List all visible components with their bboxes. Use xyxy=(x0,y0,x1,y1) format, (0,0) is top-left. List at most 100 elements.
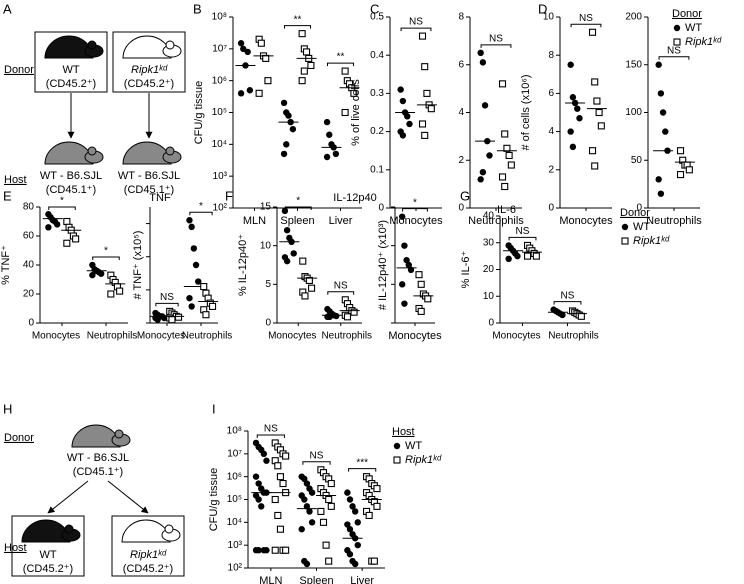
point xyxy=(479,59,487,66)
point xyxy=(577,312,585,320)
point xyxy=(481,102,489,109)
point xyxy=(418,120,427,128)
chart-title: IL-12p40 xyxy=(333,192,376,204)
y-tick-label: 15 xyxy=(260,202,272,213)
significance-label: NS xyxy=(334,280,348,291)
host-name: WT - B6.SJL xyxy=(40,170,102,182)
point xyxy=(323,153,331,161)
y-tick-label: 10⁵ xyxy=(212,107,227,118)
significance-label: * xyxy=(296,196,300,207)
dot-plot: D # of cells (x10⁶) 0 2 4 6 8 10 Monocytes NS xyxy=(520,1,613,226)
x-tick-label: Neutrophils xyxy=(87,331,138,342)
y-tick-label: 150 xyxy=(625,59,642,70)
significance-bracket xyxy=(302,461,331,465)
point xyxy=(569,94,577,101)
chart-title: TNF xyxy=(149,192,171,204)
y-tick-label: 10 xyxy=(483,291,495,302)
point xyxy=(523,252,532,260)
point xyxy=(308,519,316,526)
point xyxy=(282,546,290,554)
point xyxy=(417,307,425,315)
y-tick-label: 10 xyxy=(260,240,272,251)
x-tick-label: Monocytes xyxy=(389,215,443,227)
donor-label: Donor xyxy=(4,64,34,76)
significance-label: * xyxy=(60,196,64,207)
point xyxy=(246,87,254,94)
x-tick-label: Neutrophils xyxy=(182,331,233,342)
point xyxy=(477,49,484,57)
significance-bracket xyxy=(400,27,432,32)
point xyxy=(208,302,217,310)
point xyxy=(97,270,105,277)
point xyxy=(501,182,509,191)
dot-plot: 0 2 4 6 8 Neutrophils NS xyxy=(458,12,524,227)
panel-letter: B xyxy=(193,1,202,16)
x-tick-label: Neutrophils xyxy=(321,331,372,342)
significance-label: NS xyxy=(667,45,681,56)
point xyxy=(346,551,354,558)
y-axis-label: # TNF⁺ (x10⁵) xyxy=(132,231,144,300)
panel-letter: I xyxy=(212,401,216,416)
panel-letter: C xyxy=(370,1,379,16)
point xyxy=(399,132,407,139)
donor-box xyxy=(112,31,186,93)
point xyxy=(343,313,352,321)
point xyxy=(298,30,306,38)
point xyxy=(323,118,331,126)
legend-label: Ripk1ᵏᵈ xyxy=(685,36,722,48)
legend-label: WT xyxy=(633,221,650,233)
y-tick-label: 0.5 xyxy=(370,12,384,23)
point xyxy=(477,176,484,183)
significance-label: ** xyxy=(294,14,302,25)
point xyxy=(186,294,193,302)
point xyxy=(346,526,354,533)
significance-label: ** xyxy=(337,52,345,63)
point xyxy=(351,508,359,515)
mouse xyxy=(44,35,104,59)
point xyxy=(283,227,291,234)
y-tick-label: 200 xyxy=(625,12,642,23)
point xyxy=(303,503,311,510)
point xyxy=(305,276,313,285)
y-tick-label: 10⁶ xyxy=(227,471,242,482)
point xyxy=(53,221,61,228)
legend-title: Donor xyxy=(620,207,650,219)
point xyxy=(72,235,80,243)
panel-letter: E xyxy=(3,188,12,203)
x-tick-label: Monocytes xyxy=(492,331,540,342)
mouse xyxy=(44,141,104,165)
diagram-h: H Donor Host WT - B6.SJL (CD45.1⁺) WT (C… xyxy=(3,401,185,577)
donor-name: Ripk1ᵏᵈ xyxy=(131,64,168,76)
point xyxy=(285,112,292,119)
point xyxy=(303,480,311,487)
significance-bracket xyxy=(658,56,690,60)
y-tick-label: 20 xyxy=(483,264,495,275)
point xyxy=(567,61,574,68)
point xyxy=(188,303,195,310)
point xyxy=(401,300,408,307)
point xyxy=(344,521,351,528)
point xyxy=(365,511,373,520)
y-tick-label: 8 xyxy=(458,12,464,23)
point xyxy=(237,40,245,47)
point xyxy=(276,473,284,481)
point xyxy=(655,176,662,183)
point xyxy=(350,308,358,316)
donor-sub: (CD45.2⁺) xyxy=(124,78,174,90)
y-tick-label: 10² xyxy=(228,563,243,574)
point xyxy=(401,242,408,249)
point xyxy=(373,485,381,493)
y-tick-label: 50 xyxy=(631,155,643,166)
point xyxy=(244,48,251,56)
y-tick-label: 0 xyxy=(378,203,384,214)
point xyxy=(306,508,313,515)
significance-bracket xyxy=(480,44,512,48)
legend-marker xyxy=(621,237,629,245)
y-tick-label: 10⁷ xyxy=(212,43,227,54)
point xyxy=(349,503,356,510)
point xyxy=(501,130,509,138)
point xyxy=(574,105,581,112)
x-tick-label: Monocytes xyxy=(388,330,442,342)
point xyxy=(255,496,262,503)
y-tick-label: 0 xyxy=(636,203,642,214)
